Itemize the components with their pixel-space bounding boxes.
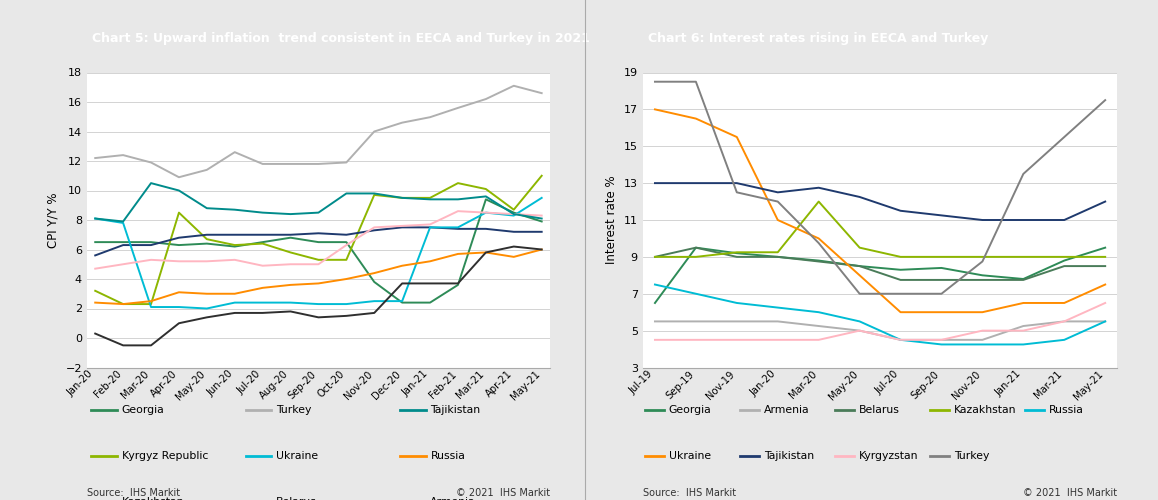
Text: Georgia: Georgia [122, 405, 164, 415]
Y-axis label: Interest rate %: Interest rate % [606, 176, 618, 264]
Text: © 2021  IHS Markit: © 2021 IHS Markit [1024, 488, 1117, 498]
Text: Kyrgyzstan: Kyrgyzstan [859, 451, 918, 461]
Text: Ukraine: Ukraine [669, 451, 711, 461]
Text: Kyrgyz Republic: Kyrgyz Republic [122, 451, 208, 461]
Text: Russia: Russia [431, 451, 466, 461]
Text: Armenia: Armenia [431, 497, 476, 500]
Text: Turkey: Turkey [276, 405, 312, 415]
Text: © 2021  IHS Markit: © 2021 IHS Markit [456, 488, 550, 498]
Text: Turkey: Turkey [954, 451, 989, 461]
Text: Russia: Russia [1049, 405, 1084, 415]
Text: Armenia: Armenia [764, 405, 809, 415]
Text: Chart 6: Interest rates rising in EECA and Turkey: Chart 6: Interest rates rising in EECA a… [648, 32, 989, 46]
Y-axis label: CPI Y/Y %: CPI Y/Y % [47, 192, 60, 248]
Text: Kazakhstan: Kazakhstan [122, 497, 184, 500]
Text: Tajikistan: Tajikistan [764, 451, 814, 461]
Text: Kazakhstan: Kazakhstan [954, 405, 1017, 415]
Text: Source:  IHS Markit: Source: IHS Markit [87, 488, 179, 498]
Text: Belarus: Belarus [859, 405, 900, 415]
Text: Chart 5: Upward inflation  trend consistent in EECA and Turkey in 2021: Chart 5: Upward inflation trend consiste… [93, 32, 591, 46]
Text: Belarus: Belarus [276, 497, 317, 500]
Text: Georgia: Georgia [669, 405, 711, 415]
Text: Ukraine: Ukraine [276, 451, 318, 461]
Text: Tajikistan: Tajikistan [431, 405, 481, 415]
Text: Source:  IHS Markit: Source: IHS Markit [643, 488, 735, 498]
